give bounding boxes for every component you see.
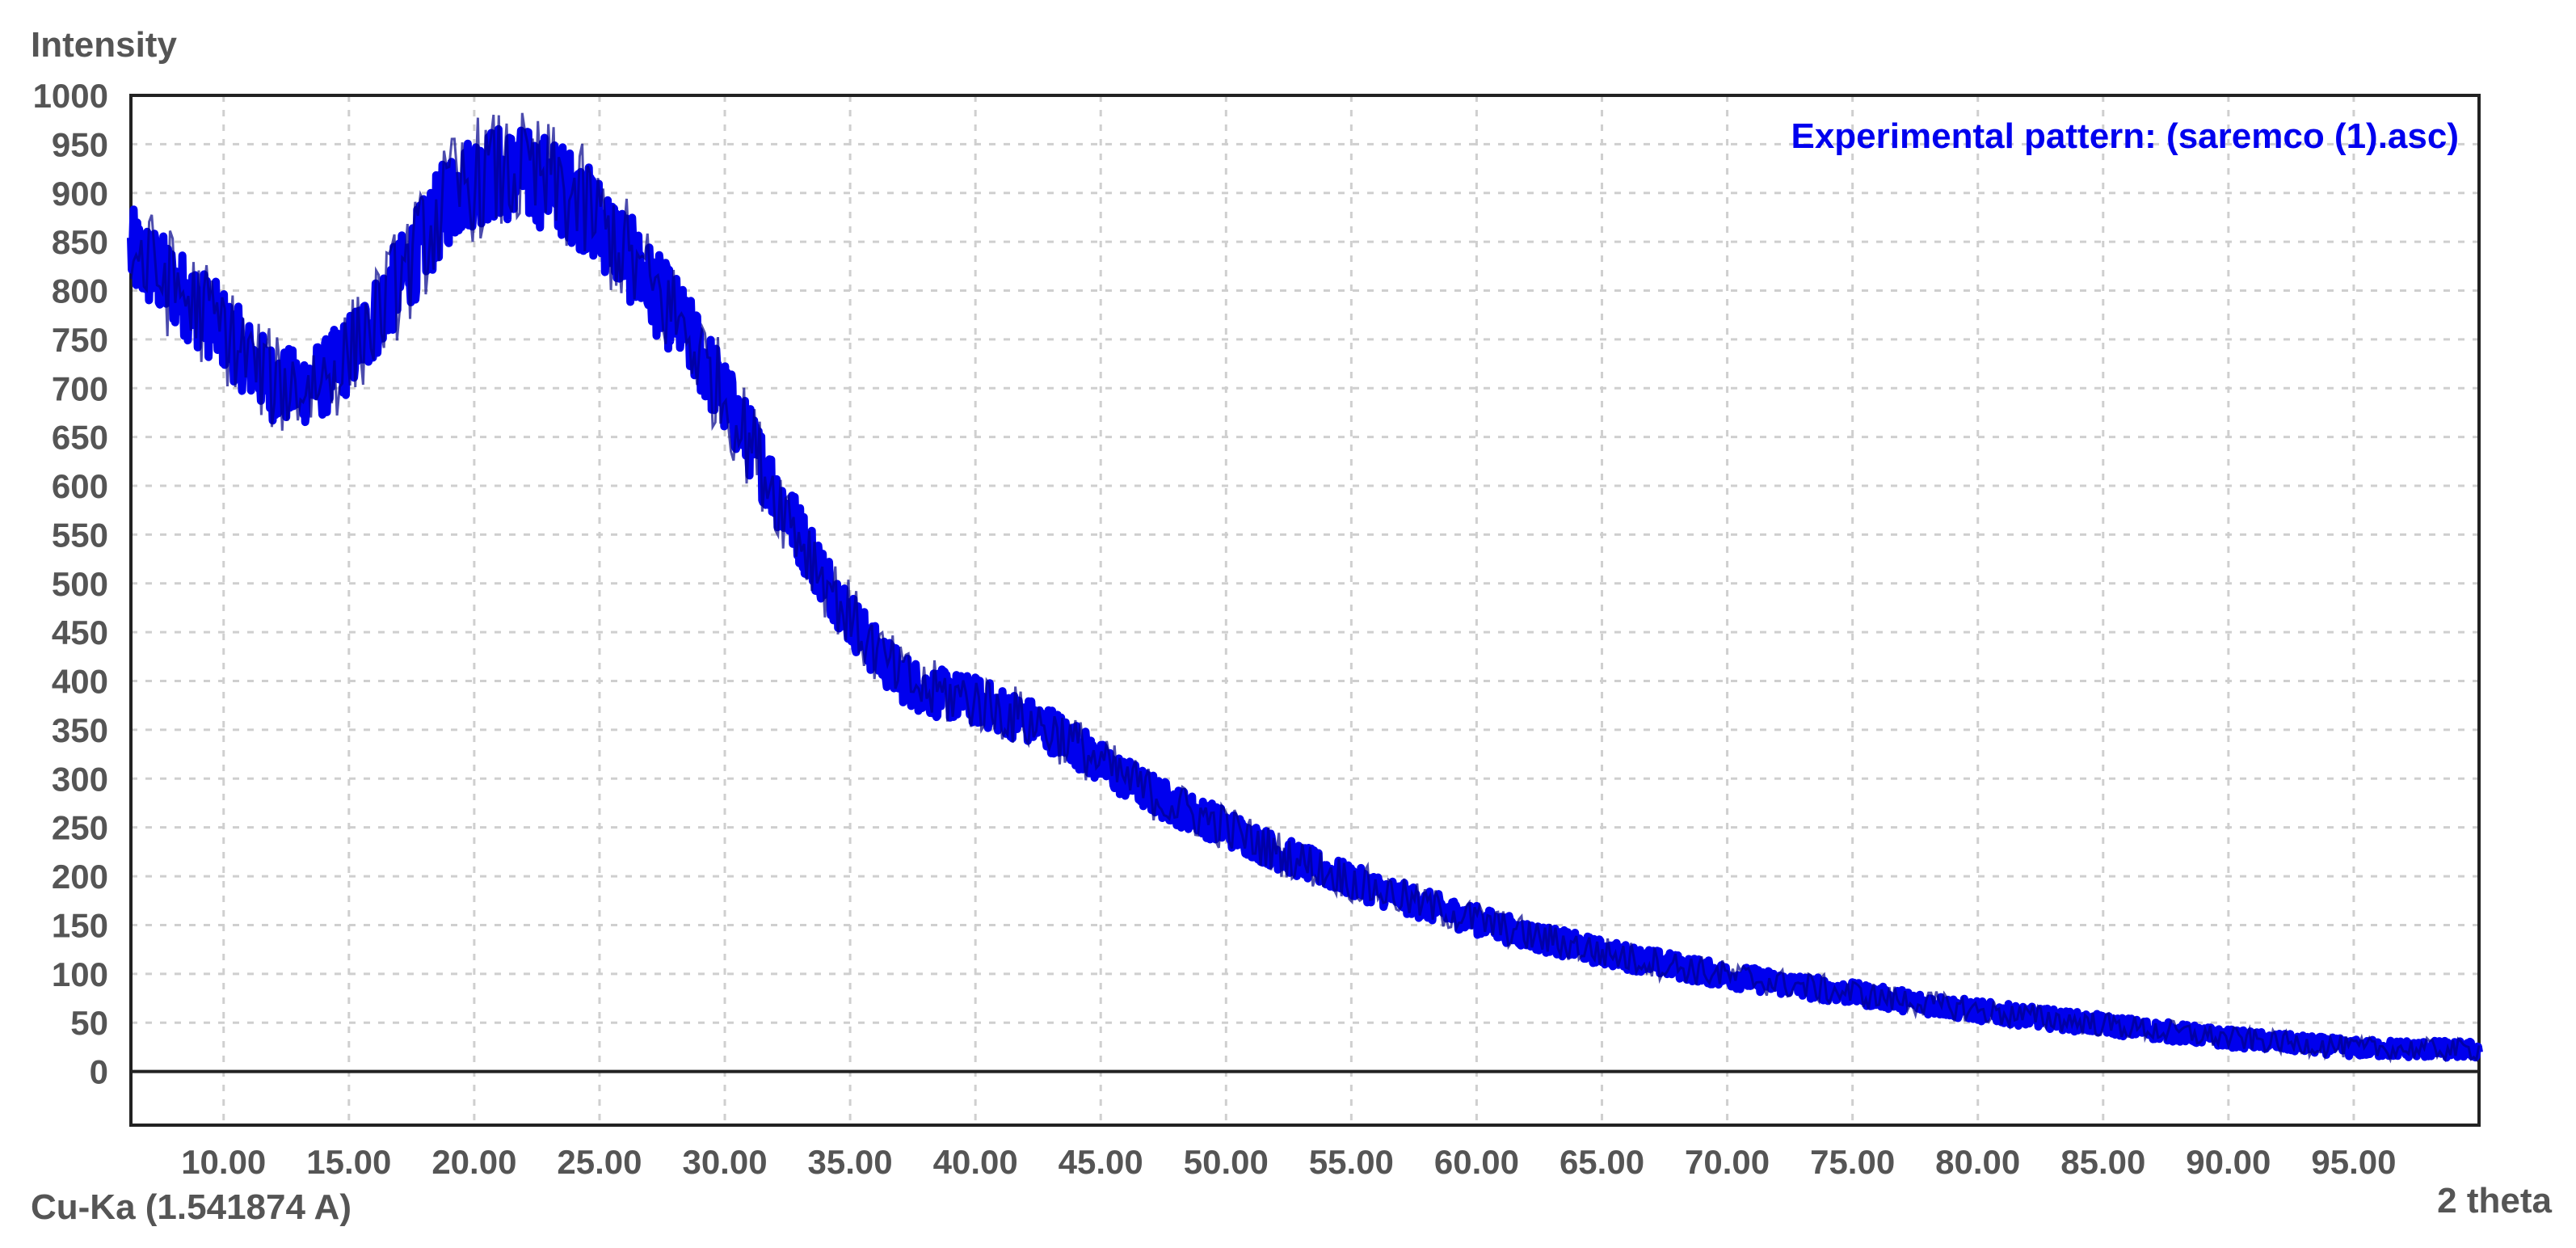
y-tick-label: 900 [52, 175, 108, 213]
x-tick-label: 25.00 [557, 1143, 642, 1181]
x-tick-label: 90.00 [2186, 1143, 2271, 1181]
y-tick-label: 300 [52, 760, 108, 798]
x-tick-label: 55.00 [1309, 1143, 1394, 1181]
x-tick-label: 45.00 [1059, 1143, 1143, 1181]
x-tick-label: 75.00 [1810, 1143, 1895, 1181]
x-tick-label: 15.00 [306, 1143, 391, 1181]
x-tick-label: 70.00 [1685, 1143, 1770, 1181]
y-tick-label: 650 [52, 419, 108, 457]
x-tick-label: 95.00 [2311, 1143, 2396, 1181]
y-tick-label: 750 [52, 321, 108, 359]
x-tick-label: 50.00 [1184, 1143, 1269, 1181]
series-noise-overlay [129, 112, 2481, 1064]
series-line-experimental [127, 124, 2483, 1062]
y-axis-ticks: 0 50 100 150 200 250 300 350 400 450 500 550 600 650 7… [33, 77, 108, 1091]
y-tick-label: 250 [52, 809, 108, 847]
x-tick-label: 80.00 [1935, 1143, 2020, 1181]
y-tick-label: 550 [52, 516, 108, 554]
y-tick-label: 400 [52, 663, 108, 701]
legend-entry: Experimental pattern: (saremco (1).asc) [1791, 116, 2459, 156]
y-axis-title: Intensity [31, 25, 177, 65]
y-tick-label: 600 [52, 467, 108, 505]
y-tick-label: 850 [52, 223, 108, 261]
y-tick-label: 350 [52, 711, 108, 749]
y-tick-label: 150 [52, 906, 108, 944]
x-tick-label: 30.00 [682, 1143, 767, 1181]
x-tick-label: 65.00 [1559, 1143, 1644, 1181]
y-tick-label: 500 [52, 565, 108, 603]
radiation-label: Cu-Ka (1.541874 A) [31, 1187, 351, 1227]
y-tick-label: 1000 [33, 77, 108, 115]
grid [131, 94, 2479, 1125]
x-tick-label: 20.00 [431, 1143, 516, 1181]
y-tick-label: 450 [52, 613, 108, 651]
x-tick-label: 40.00 [933, 1143, 1018, 1181]
x-tick-label: 60.00 [1434, 1143, 1519, 1181]
y-tick-label: 200 [52, 858, 108, 896]
x-tick-label: 10.00 [181, 1143, 266, 1181]
y-tick-label: 800 [52, 272, 108, 310]
y-tick-label: 100 [52, 955, 108, 993]
plot-frame [129, 94, 2481, 1127]
series-layer [127, 112, 2483, 1064]
x-axis-title: 2 theta [2437, 1181, 2552, 1221]
y-tick-label: 950 [52, 125, 108, 163]
y-tick-label: 50 [70, 1004, 108, 1042]
x-tick-label: 85.00 [2060, 1143, 2145, 1181]
y-tick-label: 700 [52, 369, 108, 407]
x-tick-label: 35.00 [808, 1143, 893, 1181]
y-tick-label: 0 [90, 1053, 108, 1091]
x-axis-ticks: 10.00 15.00 20.00 25.00 30.00 35.00 40.00 45.00… [181, 1143, 2396, 1181]
